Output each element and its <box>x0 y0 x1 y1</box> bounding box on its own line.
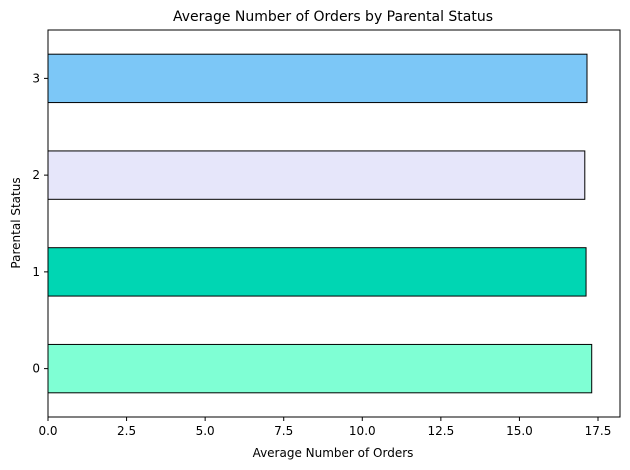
chart-title: Average Number of Orders by Parental Sta… <box>173 9 493 25</box>
x-tick-label-10.0: 10.0 <box>349 424 376 438</box>
y-axis-label: Parental Status <box>9 177 23 268</box>
y-tick-label-3: 3 <box>32 71 40 85</box>
plot-frame <box>47 29 621 418</box>
x-axis-label: Average Number of Orders <box>253 446 414 460</box>
bar-parental-status-2 <box>47 150 586 200</box>
x-tick-label-7.5: 7.5 <box>274 424 293 438</box>
y-tick-label-1: 1 <box>32 265 40 279</box>
x-tick-label-5.0: 5.0 <box>196 424 215 438</box>
bars-group <box>47 53 593 394</box>
x-tick-label-12.5: 12.5 <box>427 424 454 438</box>
bar-parental-status-3 <box>47 53 588 104</box>
bar-parental-status-1 <box>47 247 587 297</box>
x-tick-label-0.0: 0.0 <box>38 424 57 438</box>
x-tick-label-17.5: 17.5 <box>585 424 612 438</box>
x-tick-label-2.5: 2.5 <box>117 424 136 438</box>
x-tick-label-15.0: 15.0 <box>506 424 533 438</box>
y-tick-label-0: 0 <box>32 362 40 376</box>
x-axis: 0.0 2.5 5.0 7.5 10.0 12.5 15.0 17.5 <box>38 417 611 438</box>
bar-parental-status-0 <box>47 343 593 394</box>
y-tick-label-2: 2 <box>32 168 40 182</box>
y-axis: 0 1 2 3 <box>32 71 48 376</box>
